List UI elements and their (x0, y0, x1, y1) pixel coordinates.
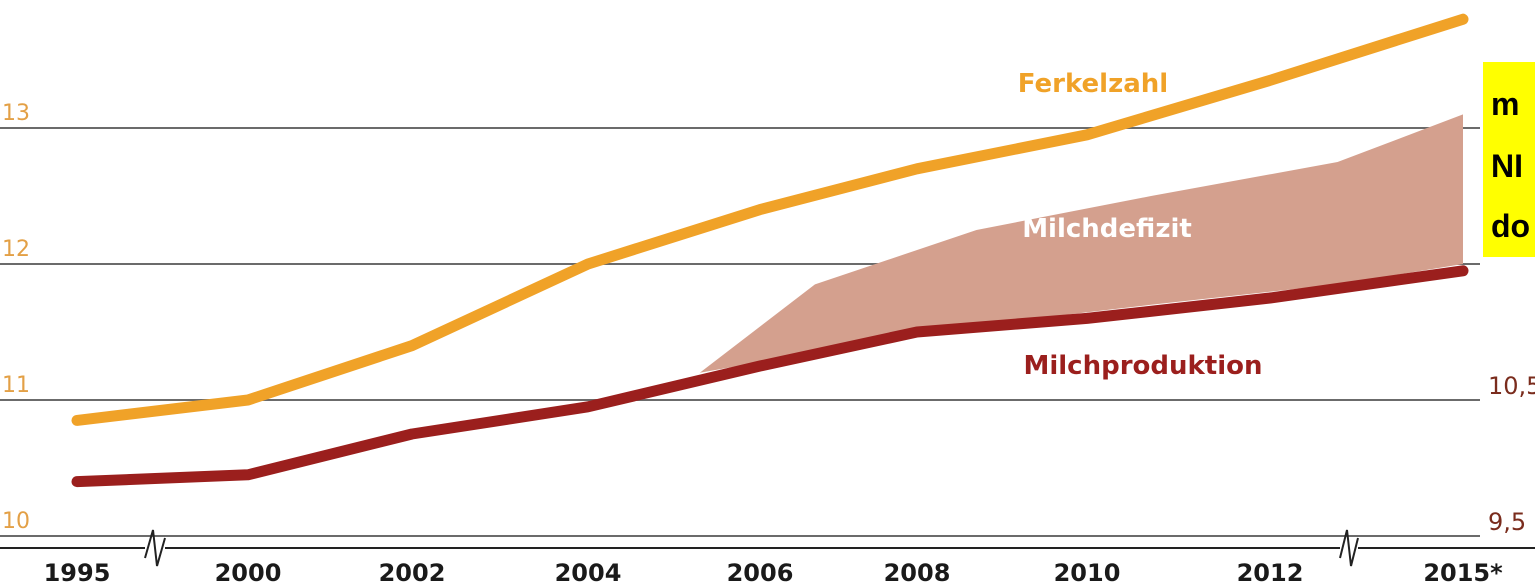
milchdefizit-area (700, 53, 1463, 373)
callout-line: NI (1491, 148, 1523, 185)
x-axis-tick-label: 2015* (1423, 559, 1503, 584)
series-label: Ferkelzahl (1018, 69, 1168, 99)
right-axis-tick-label: 9,5 (1488, 508, 1526, 536)
x-axis-tick-label: 2012 (1237, 559, 1304, 584)
x-axis-tick-label: 2008 (884, 559, 951, 584)
left-axis-tick-label: 10 (2, 509, 30, 534)
x-axis-tick-label: 2004 (555, 559, 622, 584)
x-axis-tick-label: 2006 (727, 559, 794, 584)
series-label: Milchproduktion (1023, 351, 1262, 381)
x-axis-tick-label: 2000 (215, 559, 282, 584)
series-label: Milchdefizit (1022, 214, 1192, 244)
x-axis-tick-label: 2002 (379, 559, 446, 584)
x-axis-tick-label: 2010 (1054, 559, 1121, 584)
callout-line: m (1491, 86, 1519, 123)
milchdefizit-band (700, 53, 1463, 373)
x-axis-tick-label: 1995 (44, 559, 111, 584)
right-axis-tick-label: 10,5 (1488, 372, 1535, 400)
callout-box: m NI do (1483, 62, 1535, 257)
left-axis-tick-label: 12 (2, 237, 30, 262)
left-axis-tick-label: 13 (2, 101, 30, 126)
callout-line: do (1491, 208, 1530, 245)
left-axis-tick-label: 11 (2, 373, 30, 398)
